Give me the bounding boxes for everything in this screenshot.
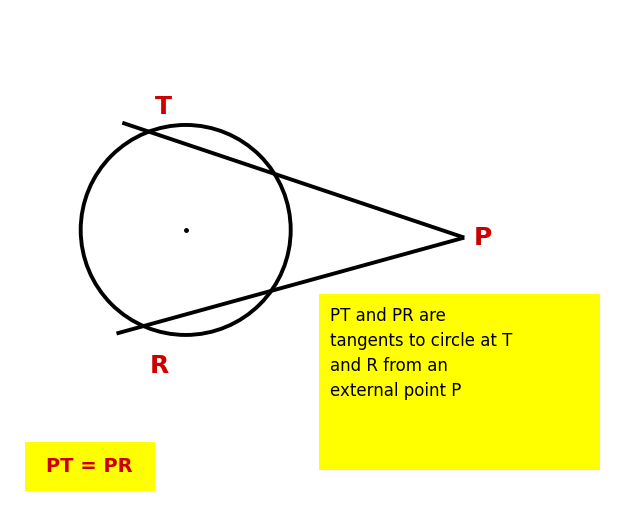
Bar: [25, 442, 155, 491]
Text: PT and PR are
tangents to circle at T
and R from an
external point P: PT and PR are tangents to circle at T an…: [330, 307, 513, 400]
Bar: [319, 294, 600, 470]
Text: R: R: [150, 354, 169, 378]
Text: PT = PR: PT = PR: [46, 457, 133, 476]
Text: P: P: [474, 226, 491, 249]
Text: T: T: [155, 95, 172, 119]
